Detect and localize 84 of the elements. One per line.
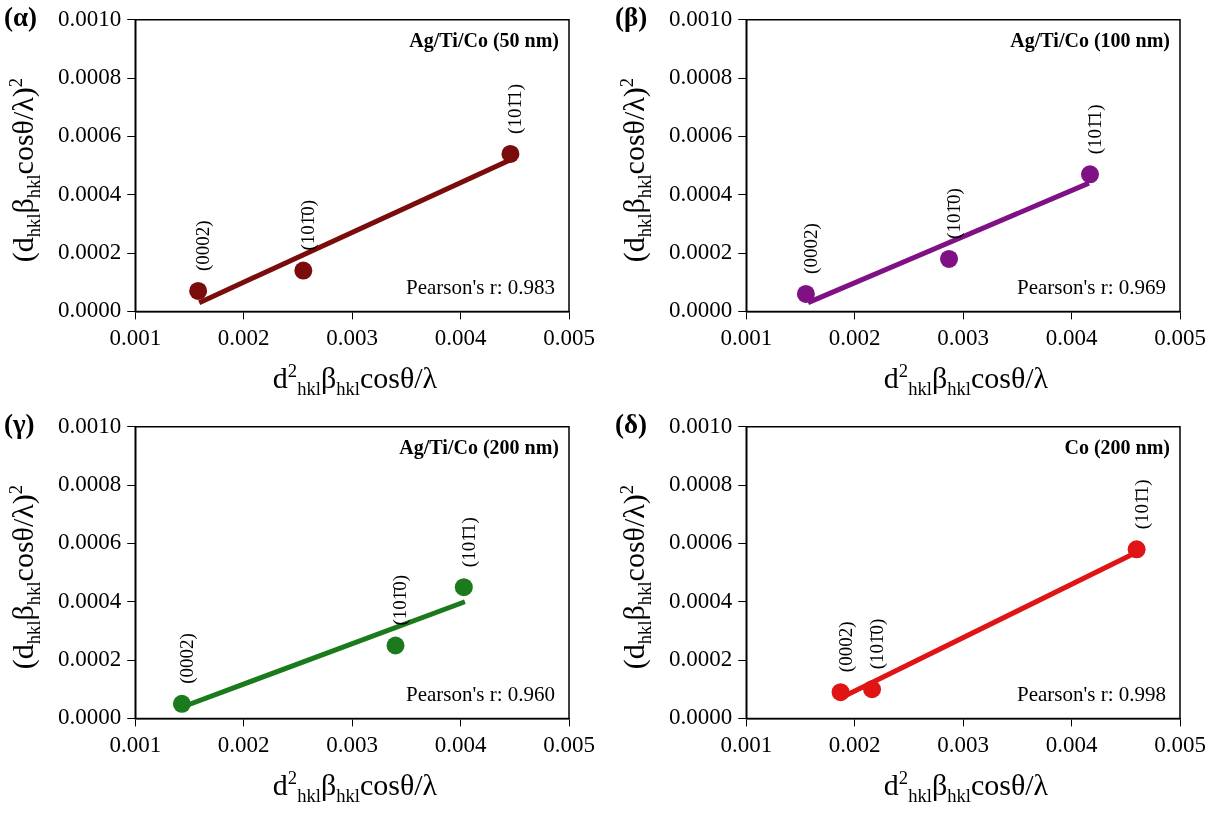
x-axis-title: d$^{2}$$_{hkl}$β$_{hkl}$cosθ/λ: [882, 360, 1050, 400]
x-tick-label: 0.002: [828, 325, 881, 351]
x-tick-label: 0.004: [434, 325, 487, 351]
annotation: Pearson's r: 0.969: [1016, 275, 1166, 300]
text: Ag/Ti/Co (200 nm): [399, 435, 559, 459]
annotation: Pearson's r: 0.960: [405, 682, 555, 707]
y-tick-label: 0.0002: [58, 646, 122, 672]
x-tick-label: 0.005: [1154, 325, 1206, 351]
annotation: (101̄1): [1130, 479, 1153, 530]
annotation: (101̄0): [389, 574, 412, 626]
x-tick-label: 0.001: [109, 732, 162, 758]
chart-title: (β): [615, 2, 648, 33]
annotation: (0002): [799, 223, 822, 274]
x-tick-label: 0.004: [434, 732, 487, 758]
x-tick-label: 0.002: [217, 325, 270, 351]
x-tick-label: 0.003: [937, 732, 989, 758]
point: [940, 249, 959, 268]
x-tick-label: 0.003: [326, 732, 378, 758]
x-tick-label: 0.002: [828, 732, 881, 758]
y-tick-label: 0.0006: [58, 122, 122, 148]
y-tick-label: 0.0006: [669, 122, 733, 148]
y-tick-label: 0.0004: [58, 180, 122, 206]
annotation: Pearson's r: 0.998: [1016, 682, 1166, 707]
annotation: (0002): [175, 633, 198, 684]
y-tick-label: 0.0010: [669, 5, 733, 31]
y-tick-label: 0.0004: [669, 587, 733, 613]
y-tick-label: 0.0010: [669, 412, 733, 438]
x-tick-label: 0.001: [720, 732, 773, 758]
point: [796, 284, 815, 303]
point: [1127, 540, 1146, 559]
annotation: (101̄1): [1083, 104, 1106, 155]
annotation: Pearson's r: 0.983: [405, 275, 555, 300]
y-tick-label: 0.0000: [669, 704, 733, 730]
y-tick-label: 0.0000: [58, 297, 122, 323]
y-tick-label: 0.0008: [669, 64, 733, 90]
y-tick-label: 0.0002: [669, 646, 733, 672]
x-tick-label: 0.005: [543, 732, 595, 758]
point: [501, 144, 520, 163]
point: [294, 261, 313, 280]
annotation: (0002): [192, 220, 215, 271]
annotation: (101̄0): [943, 188, 966, 239]
x-axis-title: d$^{2}$$_{hkl}$β$_{hkl}$cosθ/λ: [271, 360, 439, 400]
y-tick-label: 0.0010: [58, 5, 122, 31]
x-tick-label: 0.005: [543, 325, 595, 351]
chart-title: (γ): [4, 409, 35, 440]
x-tick-label: 0.004: [1045, 325, 1098, 351]
point: [386, 636, 405, 655]
point: [831, 683, 850, 702]
point: [1081, 165, 1099, 184]
annotation: (101̄1): [457, 517, 480, 568]
point: [863, 680, 882, 699]
x-tick-label: 0.003: [937, 325, 989, 351]
x-tick-label: 0.004: [1045, 732, 1098, 758]
y-tick-label: 0.0006: [58, 529, 122, 555]
chart-title: (δ): [615, 409, 647, 440]
x-tick-label: 0.001: [720, 325, 773, 351]
x-tick-label: 0.001: [109, 325, 162, 351]
x-tick-label: 0.003: [326, 325, 378, 351]
text: Ag/Ti/Co (100 nm): [1010, 28, 1170, 52]
point: [172, 694, 191, 713]
x-axis-title: d$^{2}$$_{hkl}$β$_{hkl}$cosθ/λ: [882, 767, 1050, 807]
chart-title: (α): [4, 2, 38, 33]
text: Co (200 nm): [1064, 435, 1170, 459]
annotation: (101̄0): [866, 618, 889, 670]
y-tick-label: 0.0010: [58, 412, 122, 438]
text: Ag/Ti/Co (50 nm): [409, 28, 559, 52]
annotation: (101̄1): [504, 83, 527, 134]
annotation: (101̄0): [297, 199, 320, 251]
y-tick-label: 0.0004: [669, 180, 733, 206]
x-tick-label: 0.005: [1154, 732, 1206, 758]
y-tick-label: 0.0006: [669, 529, 733, 555]
y-tick-label: 0.0000: [58, 704, 122, 730]
y-tick-label: 0.0008: [58, 471, 122, 497]
x-tick-label: 0.002: [217, 732, 270, 758]
x-axis-title: d$^{2}$$_{hkl}$β$_{hkl}$cosθ/λ: [271, 767, 439, 807]
annotation: (0002): [834, 621, 857, 673]
point: [454, 578, 473, 597]
point: [189, 281, 208, 300]
y-tick-label: 0.0008: [669, 471, 733, 497]
y-tick-label: 0.0002: [669, 239, 733, 265]
y-tick-label: 0.0008: [58, 64, 122, 90]
y-tick-label: 0.0002: [58, 239, 122, 265]
y-tick-label: 0.0004: [58, 587, 122, 613]
y-tick-label: 0.0000: [669, 297, 733, 323]
